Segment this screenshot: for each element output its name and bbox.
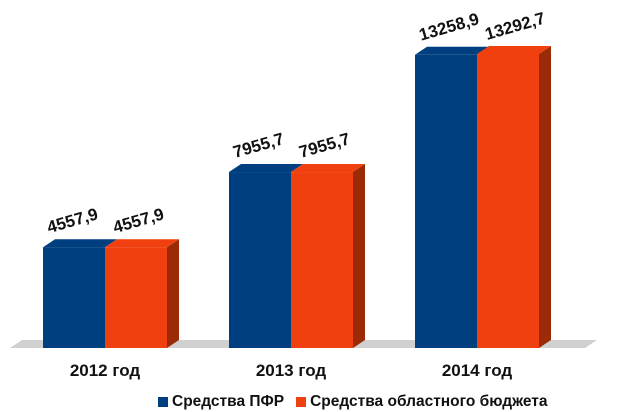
bar-2-2: [291, 172, 353, 348]
legend-item-series-2: Средства областного бюджета: [296, 393, 548, 411]
legend-swatch-series-2: [296, 397, 307, 407]
bar-top-1-1: [43, 239, 117, 248]
bar-top-2-1: [229, 164, 303, 173]
value-label-2-2: 7955,7: [297, 129, 352, 162]
category-label-3: 2014 год: [442, 361, 513, 380]
category-label-2: 2013 год: [256, 361, 327, 380]
bar-3-2: [477, 54, 539, 348]
bar-2-1: [229, 172, 291, 348]
legend-swatch-series-1: [158, 397, 168, 407]
bar-1-1: [43, 247, 105, 348]
value-label-3-1: 13258,9: [417, 9, 481, 44]
bar-top-3-1: [415, 46, 489, 55]
chart-legend: Средства ПФР Средства областного бюджета: [158, 392, 560, 412]
bar-1-2: [105, 247, 167, 348]
value-label-3-2: 13292,7: [483, 9, 547, 44]
bar-3-1: [415, 54, 477, 349]
value-label-1-1: 4557,9: [45, 204, 100, 237]
bar-top-2-2: [291, 164, 365, 173]
bar-top-1-2: [105, 239, 179, 248]
legend-label-series-2: Средства областного бюджета: [310, 393, 548, 410]
category-label-1: 2012 год: [70, 361, 141, 380]
bar-side-1: [167, 239, 179, 348]
legend-label-series-1: Средства ПФР: [172, 393, 285, 410]
value-label-2-1: 7955,7: [231, 129, 286, 162]
legend-item-series-1: Средства ПФР: [158, 393, 284, 411]
bar-side-3: [539, 46, 551, 348]
bar-side-2: [353, 164, 365, 348]
bar-top-3-2: [477, 46, 551, 54]
value-label-1-2: 4557,9: [111, 204, 166, 237]
